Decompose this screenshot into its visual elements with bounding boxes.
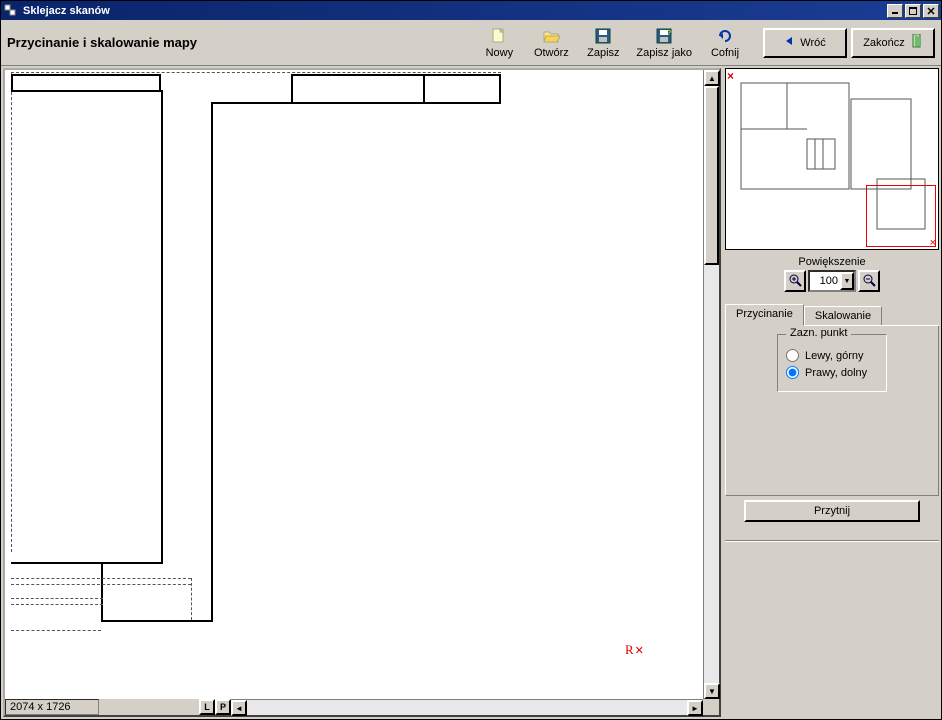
mark-point-group: Zazn. punkt Lewy, górny Prawy, dolny <box>777 334 887 392</box>
map-canvas[interactable]: R ✕ <box>5 70 703 699</box>
back-button[interactable]: Wróć <box>763 28 847 58</box>
finish-label: Zakończ <box>863 37 905 49</box>
separator <box>725 540 939 542</box>
tab-crop[interactable]: Przycinanie <box>725 304 804 326</box>
radio-bottom-right-input[interactable] <box>786 366 799 379</box>
close-button[interactable] <box>923 4 939 18</box>
finish-button[interactable]: Zakończ <box>851 28 935 58</box>
preview-corner-marker-icon: × <box>930 238 936 249</box>
saveas-label: Zapisz jako <box>636 47 692 59</box>
zoom-input[interactable] <box>810 275 840 287</box>
zoom-controls: Powiększenie ▼ <box>725 256 939 292</box>
window-title: Sklejacz skanów <box>23 5 887 17</box>
save-floppy-icon <box>593 26 613 46</box>
preview-thumbnail[interactable]: × × <box>725 68 939 250</box>
new-button[interactable]: Nowy <box>475 23 523 63</box>
crop-point-marker: R ✕ <box>625 642 644 658</box>
horizontal-scroll-track[interactable] <box>247 700 687 715</box>
open-folder-icon <box>541 26 561 46</box>
save-button[interactable]: Zapisz <box>579 23 627 63</box>
toolbar: Przycinanie i skalowanie mapy Nowy Otwór… <box>1 20 941 66</box>
vertical-scroll-thumb[interactable] <box>704 86 719 265</box>
zoom-out-icon <box>862 273 876 290</box>
new-label: Nowy <box>486 47 514 59</box>
radio-bottom-right-label: Prawy, dolny <box>805 367 867 379</box>
zoom-value-field[interactable]: ▼ <box>808 270 856 292</box>
undo-label: Cofnij <box>711 47 739 59</box>
tab-scale[interactable]: Skalowanie <box>804 306 882 325</box>
radio-bottom-right[interactable]: Prawy, dolny <box>786 366 878 379</box>
zoom-dropdown-button[interactable]: ▼ <box>840 272 854 290</box>
back-label: Wróć <box>800 37 825 49</box>
save-label: Zapisz <box>587 47 619 59</box>
new-file-icon <box>489 26 509 46</box>
content-area: R ✕ ▲ ▼ 2074 x 1726 L <box>1 66 941 719</box>
radio-top-left[interactable]: Lewy, górny <box>786 349 878 362</box>
saveas-floppy-icon: ? <box>654 26 674 46</box>
undo-button[interactable]: Cofnij <box>701 23 749 63</box>
open-button[interactable]: Otwórz <box>527 23 575 63</box>
radio-top-left-label: Lewy, górny <box>805 350 864 362</box>
l-button[interactable]: L <box>199 699 215 715</box>
page-title: Przycinanie i skalowanie mapy <box>7 35 197 50</box>
open-label: Otwórz <box>534 47 569 59</box>
scroll-up-button[interactable]: ▲ <box>704 70 720 86</box>
zoom-out-button[interactable] <box>858 270 880 292</box>
tabs: Przycinanie Skalowanie <box>725 304 939 326</box>
status-row: 2074 x 1726 L P ◄ ► <box>5 699 719 715</box>
scroll-left-button[interactable]: ◄ <box>231 700 247 716</box>
vertical-scroll-track[interactable] <box>704 86 719 683</box>
vertical-scrollbar[interactable]: ▲ ▼ <box>703 70 719 699</box>
canvas-frame: R ✕ ▲ ▼ 2074 x 1726 L <box>3 68 721 717</box>
marker-label: R <box>625 642 634 658</box>
radio-top-left-input[interactable] <box>786 349 799 362</box>
svg-text:?: ? <box>667 30 671 37</box>
minimize-button[interactable] <box>887 4 903 18</box>
scroll-down-button[interactable]: ▼ <box>704 683 720 699</box>
horizontal-scrollbar[interactable]: ◄ ► <box>231 699 703 715</box>
preview-marker-icon: × <box>727 70 734 82</box>
zoom-in-icon <box>788 273 802 290</box>
side-panel: × × Pow <box>723 66 941 719</box>
marker-x-icon: ✕ <box>635 644 644 657</box>
crop-button[interactable]: Przytnij <box>744 500 920 522</box>
app-window: Sklejacz skanów Przycinanie i skalowanie… <box>0 0 942 720</box>
p-button[interactable]: P <box>215 699 231 715</box>
undo-icon <box>715 26 735 46</box>
app-icon <box>3 3 19 19</box>
exit-door-icon <box>911 34 923 51</box>
saveas-button[interactable]: ? Zapisz jako <box>631 23 697 63</box>
mark-point-legend: Zazn. punkt <box>786 327 851 339</box>
tab-body-crop: Zazn. punkt Lewy, górny Prawy, dolny <box>725 326 939 496</box>
zoom-in-button[interactable] <box>784 270 806 292</box>
zoom-label: Powiększenie <box>798 256 865 268</box>
back-arrow-icon <box>784 36 794 49</box>
maximize-button[interactable] <box>905 4 921 18</box>
scroll-right-button[interactable]: ► <box>687 700 703 716</box>
preview-viewport-rect[interactable] <box>866 185 936 247</box>
titlebar: Sklejacz skanów <box>1 1 941 20</box>
image-dimensions: 2074 x 1726 <box>5 699 99 715</box>
